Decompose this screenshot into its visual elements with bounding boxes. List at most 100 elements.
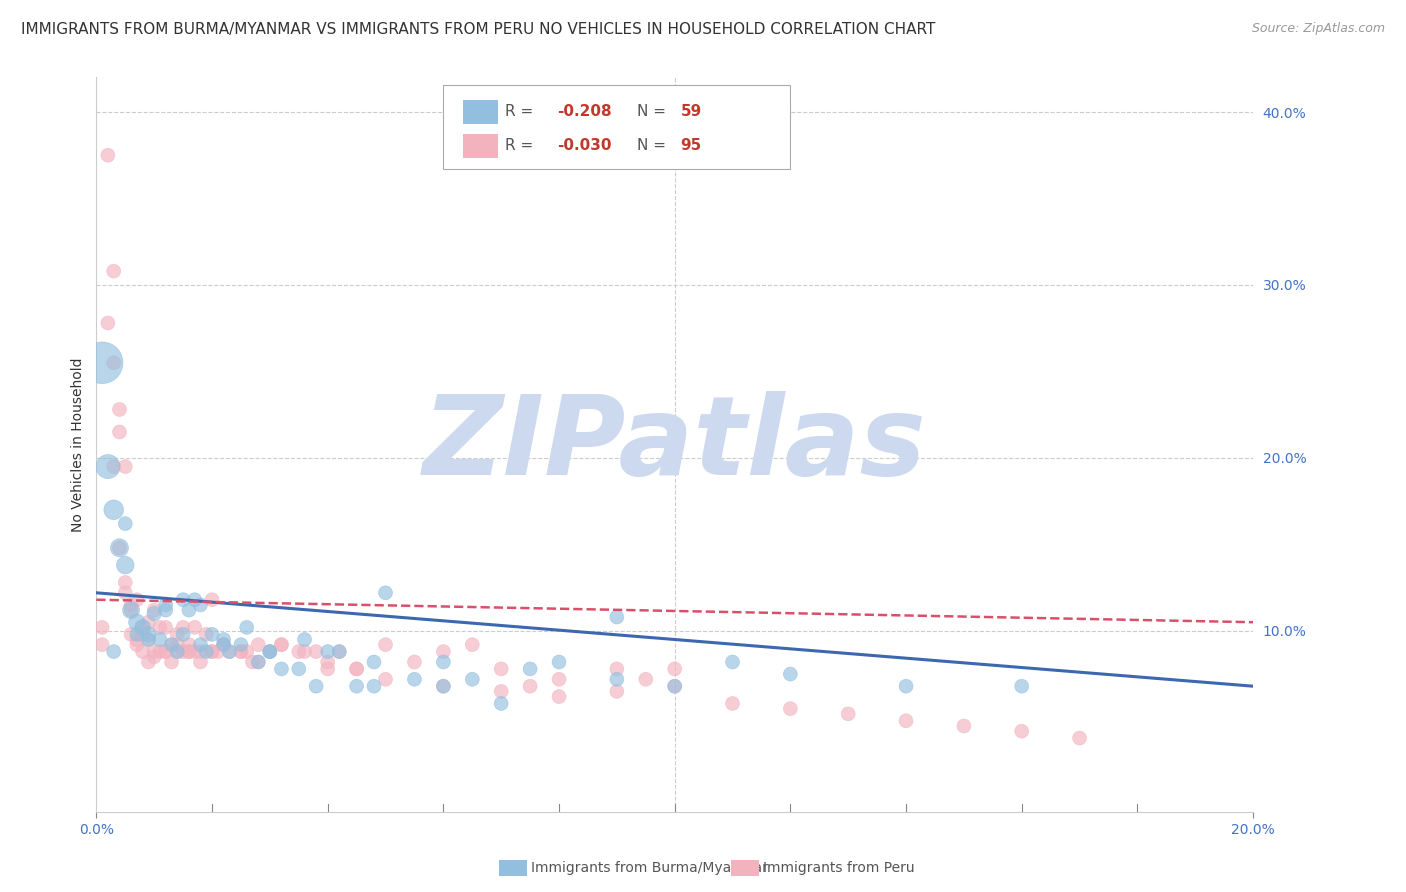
Point xyxy=(120,627,142,641)
Point xyxy=(247,655,270,669)
Point xyxy=(149,645,172,659)
Point xyxy=(242,655,264,669)
Point xyxy=(229,645,252,659)
Point xyxy=(218,645,240,659)
Point xyxy=(346,662,368,676)
Point xyxy=(664,662,686,676)
Point xyxy=(229,638,252,652)
Point xyxy=(548,673,571,687)
Point xyxy=(91,638,114,652)
Point xyxy=(97,148,120,162)
Point xyxy=(125,615,148,630)
Point xyxy=(294,632,316,647)
Point xyxy=(606,610,628,624)
Point xyxy=(172,627,194,641)
Point xyxy=(212,638,235,652)
Point xyxy=(166,638,188,652)
Point xyxy=(1011,724,1033,739)
Y-axis label: No Vehicles in Household: No Vehicles in Household xyxy=(72,358,86,533)
Point xyxy=(259,645,281,659)
Point xyxy=(489,662,512,676)
Point xyxy=(190,655,212,669)
Point xyxy=(548,690,571,704)
Point xyxy=(432,655,454,669)
Point xyxy=(489,697,512,711)
Point xyxy=(143,645,166,659)
Point xyxy=(201,645,224,659)
Point xyxy=(131,627,153,641)
Point xyxy=(634,673,657,687)
Text: 59: 59 xyxy=(681,104,702,120)
Point xyxy=(195,627,218,641)
Point xyxy=(143,607,166,621)
Point xyxy=(138,632,160,647)
Point xyxy=(190,645,212,659)
Point xyxy=(287,662,309,676)
Point xyxy=(461,638,484,652)
Point xyxy=(155,603,177,617)
Point xyxy=(953,719,976,733)
Point xyxy=(721,697,744,711)
Point xyxy=(1011,679,1033,693)
Point xyxy=(218,645,240,659)
Point xyxy=(114,459,136,474)
Point xyxy=(138,632,160,647)
Point xyxy=(247,655,270,669)
Point xyxy=(270,662,292,676)
Point xyxy=(160,638,183,652)
Point xyxy=(108,541,131,555)
Point xyxy=(432,679,454,693)
Point xyxy=(247,638,270,652)
Point xyxy=(91,620,114,634)
Point xyxy=(606,662,628,676)
Point xyxy=(183,645,205,659)
Point xyxy=(131,620,153,634)
Point xyxy=(166,645,188,659)
Point xyxy=(114,575,136,590)
Text: -0.208: -0.208 xyxy=(557,104,612,120)
Point xyxy=(177,645,200,659)
Point xyxy=(131,645,153,659)
Point xyxy=(259,645,281,659)
Point xyxy=(103,459,125,474)
Point xyxy=(120,598,142,612)
Point xyxy=(432,679,454,693)
Point xyxy=(195,645,218,659)
FancyBboxPatch shape xyxy=(443,85,790,169)
Point xyxy=(201,592,224,607)
Point xyxy=(177,638,200,652)
Point xyxy=(207,645,229,659)
Point xyxy=(183,620,205,634)
Point xyxy=(548,655,571,669)
Text: 95: 95 xyxy=(681,138,702,153)
Text: N =: N = xyxy=(637,104,671,120)
Point xyxy=(114,558,136,573)
Point xyxy=(125,632,148,647)
Point xyxy=(108,402,131,417)
FancyBboxPatch shape xyxy=(463,100,498,124)
Point xyxy=(143,603,166,617)
Point xyxy=(114,516,136,531)
Point xyxy=(270,638,292,652)
Point xyxy=(138,627,160,641)
Point xyxy=(235,620,257,634)
Point xyxy=(108,541,131,555)
Point xyxy=(519,662,541,676)
Point xyxy=(894,714,917,728)
Point xyxy=(155,645,177,659)
Point xyxy=(229,645,252,659)
Point xyxy=(316,645,339,659)
Point xyxy=(328,645,350,659)
Point xyxy=(120,603,142,617)
Text: -0.030: -0.030 xyxy=(557,138,612,153)
Point xyxy=(894,679,917,693)
Text: Source: ZipAtlas.com: Source: ZipAtlas.com xyxy=(1251,22,1385,36)
Point xyxy=(97,316,120,330)
Point xyxy=(1069,731,1091,745)
Point xyxy=(125,627,148,641)
Point xyxy=(125,638,148,652)
Point xyxy=(235,645,257,659)
Point xyxy=(287,645,309,659)
Point xyxy=(131,620,153,634)
Point xyxy=(374,586,396,600)
